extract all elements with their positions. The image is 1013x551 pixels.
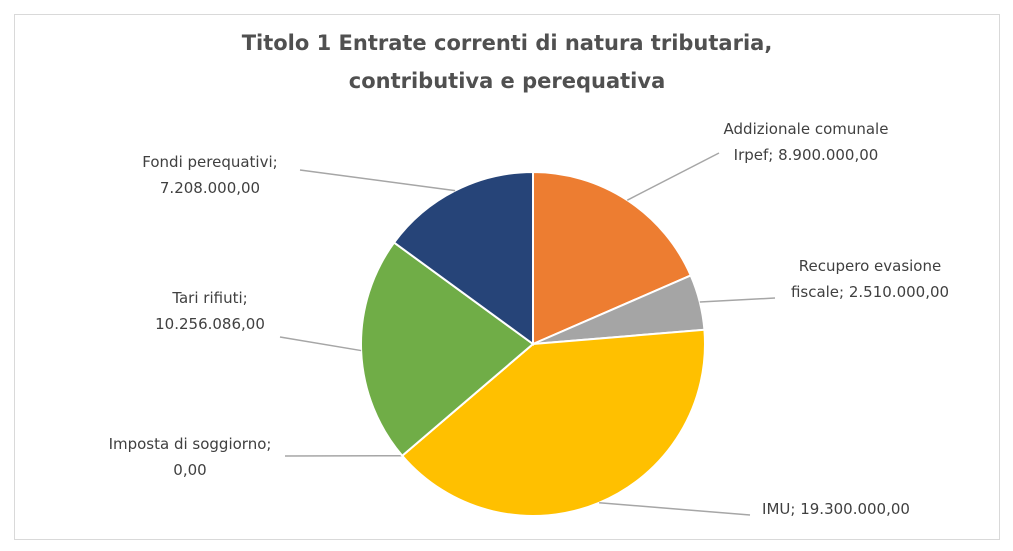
leader-line [279,336,362,352]
data-label: Recupero evasione fiscale; 2.510.000,00 [791,257,949,301]
leader-line [299,169,456,192]
data-label: Addizionale comunale Irpef; 8.900.000,00 [724,120,889,164]
data-label: Fondi perequativi; 7.208.000,00 [142,153,277,197]
leader-line [699,297,776,303]
chart-title: Titolo 1 Entrate correnti di natura trib… [242,31,773,93]
data-label: Imposta di soggiorno; 0,00 [109,435,272,479]
pie-slice [532,170,693,346]
pie-slice [392,170,534,346]
data-label: IMU; 19.300.000,00 [762,500,910,518]
data-label: Tari rifiuti; 10.256.086,00 [155,289,265,333]
leader-line [599,502,751,516]
leader-line [626,152,720,201]
